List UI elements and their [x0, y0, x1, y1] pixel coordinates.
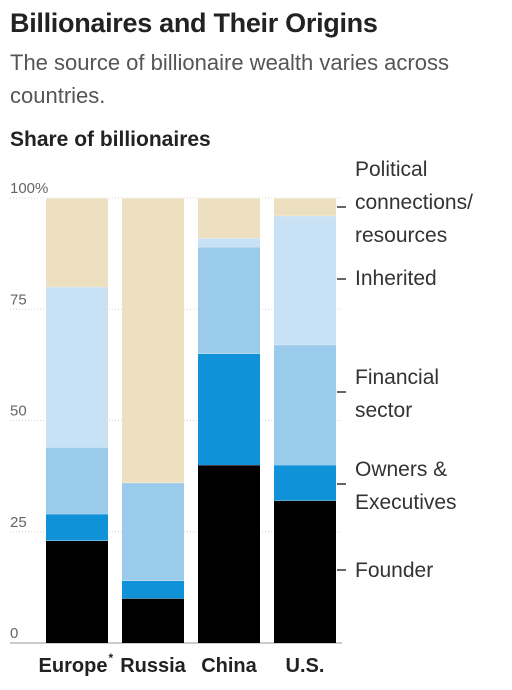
bar-segment: [122, 482, 184, 581]
bar-segment: [46, 447, 108, 514]
legend-label: connections/: [355, 191, 473, 214]
y-tick-label: 100%: [10, 180, 48, 197]
bar-segment: [274, 198, 336, 216]
y-axis-title: Share of billionaires: [10, 128, 211, 151]
bar-segment: [274, 500, 336, 643]
legend-label: Executives: [355, 491, 457, 514]
chart-title: Billionaires and Their Origins: [10, 8, 378, 38]
bar-segment: [274, 215, 336, 345]
bar-segment: [198, 353, 260, 465]
y-tick-label: 0: [10, 625, 18, 642]
bars: [46, 197, 336, 643]
category-labels: Europe * Russia China U.S.: [39, 651, 325, 677]
category-label: Russia: [120, 655, 186, 677]
bar-segment: [198, 246, 260, 354]
legend-label: Political: [355, 158, 427, 181]
bar-segment: [274, 344, 336, 465]
bar-segment: [122, 198, 184, 483]
bar-segment: [46, 287, 108, 448]
y-tick-labels: 0 25 50 75 100%: [10, 180, 48, 642]
legend-label: sector: [355, 399, 412, 422]
bar-segment: [274, 465, 336, 501]
bar-segment: [46, 513, 108, 541]
category-label: Europe: [39, 655, 108, 677]
legend-label: Owners &: [355, 458, 447, 481]
bar-segment: [198, 198, 260, 239]
chart-subtitle: The source of billionaire wealth varies …: [10, 50, 449, 108]
legend-label: Founder: [355, 559, 433, 582]
y-tick-label: 25: [10, 514, 27, 531]
legend-label: Inherited: [355, 267, 437, 290]
bar-segment: [122, 580, 184, 599]
bar-segment: [46, 198, 108, 287]
bar-segment: [198, 238, 260, 247]
footnote-marker: *: [108, 651, 113, 665]
legend-label: Financial: [355, 366, 439, 389]
legend: Political connections/resources Inherited F…: [337, 158, 473, 582]
y-tick-label: 75: [10, 291, 27, 308]
bar-segment: [46, 540, 108, 643]
category-label: U.S.: [286, 655, 325, 677]
bar-segment: [122, 598, 184, 643]
bar-segment: [198, 465, 260, 643]
y-tick-label: 50: [10, 403, 27, 420]
category-label: China: [201, 655, 257, 677]
legend-label: resources: [355, 224, 447, 247]
